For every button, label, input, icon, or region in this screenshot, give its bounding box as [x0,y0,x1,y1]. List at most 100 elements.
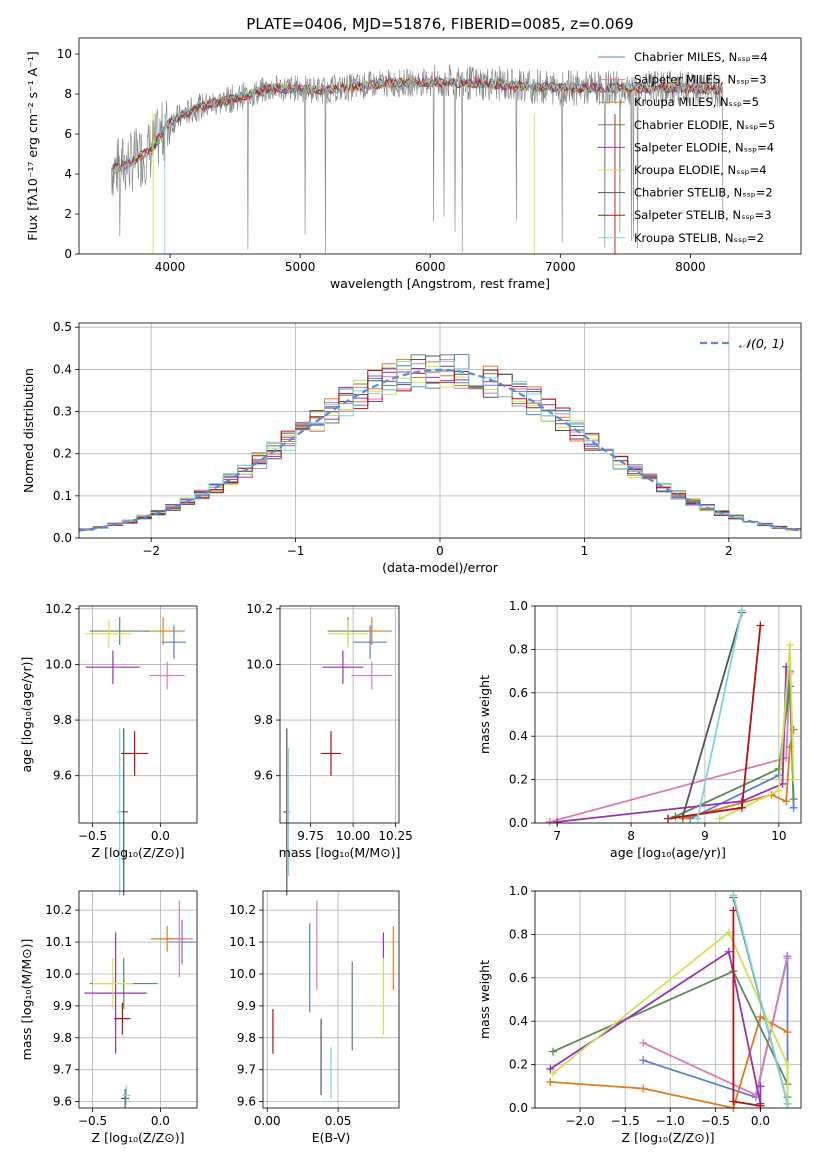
x-axis-label: E(B-V) [312,1130,351,1145]
y-tick-label: 1.0 [509,884,528,898]
x-axis-label: Z [log₁₀(Z/Z⊙)] [92,845,185,860]
weight-marker [693,814,702,823]
y-axis-label: mass [log₁₀(M/M⊙)] [19,939,34,1061]
weight-marker [783,954,792,963]
x-tick-label: 8000 [675,260,706,274]
weight-marker [724,928,733,937]
plot-area [111,63,724,254]
axes-frame [534,890,802,1109]
y-tick-label: 2 [64,207,72,221]
plot-area [263,891,399,1108]
legend-label: Chabrier MILES, Nₛₛₚ=4 [634,50,768,64]
x-tick-label: 0.0 [151,1114,170,1128]
axis-layer: 0.00 0.05 9.6 9.7 9.8 9.9 10.0 10.1 10.2 E(B-V) [229,890,400,1145]
weight-marker [789,775,798,784]
y-tick-label: 1.0 [509,599,528,613]
y-tick-label: 0 [64,247,72,261]
x-tick-label: 10.00 [336,829,370,843]
x-tick-label: −1 [287,544,305,558]
weight-line-4 [557,666,788,823]
y-tick-label: 0.3 [53,405,72,419]
axes-frame [534,605,802,824]
plot-area [79,606,197,896]
legend-label: Kroupa STELIB, Nₛₛₚ=2 [634,231,764,245]
x-tick-label: 7 [553,829,561,843]
panel-age-vs-Z: −0.5 0.0 9.6 9.8 10.0 10.2 Z [log₁₀(Z/Z⊙)] age … [19,602,198,896]
y-tick-label: 10.2 [45,903,72,917]
x-tick-label: −0.5 [78,829,107,843]
y-tick-label: 10.2 [229,903,256,917]
model-spectrum-8 [111,76,722,173]
y-tick-label: 9.8 [237,1031,256,1045]
x-tick-label: 7000 [545,260,576,274]
panel-mass-vs-Z: −0.5 0.0 9.6 9.7 9.8 9.9 10.0 10.1 10.2 Z [log₁₀(… [19,890,198,1145]
axes-frame [78,37,802,255]
weight-line-0 [689,671,795,820]
x-tick-label: −2 [142,544,160,558]
y-tick-label: 9.8 [53,713,72,727]
y-tick-label: 10.0 [229,967,256,981]
plot-area [535,890,801,1112]
weight-marker [756,1012,765,1021]
x-tick-label: 0.05 [325,1114,352,1128]
weight-line-4 [549,950,762,1104]
y-tick-label: 9.6 [254,769,273,783]
y-tick-label: 8 [64,87,72,101]
weight-marker [545,817,554,826]
axis-layer: −0.5 0.0 9.6 9.7 9.8 9.9 10.0 10.1 10.2 Z [log₁₀(… [19,890,198,1145]
y-axis-label: age [log₁₀(age/yr)] [19,657,34,773]
x-tick-label: 6000 [415,260,446,274]
axes-frame [279,605,400,824]
x-tick-label: 0.0 [151,829,170,843]
weight-line-8 [732,895,789,1104]
y-tick-label: 10.1 [229,935,256,949]
y-tick-label: 0.2 [509,773,528,787]
y-tick-label: 0.0 [509,1101,528,1115]
x-tick-label: −2.0 [566,1114,595,1128]
panel-weight-vs-age: 7 8 9 10 0.0 0.2 0.4 0.6 0.8 1.0 age [log₁₀(age/yr… [477,599,802,860]
x-tick-label: 10 [771,829,786,843]
weight-marker [785,641,794,650]
y-tick-label: 9.9 [53,999,72,1013]
plot-area [280,606,399,896]
y-tick-label: 9.9 [237,999,256,1013]
weight-marker [639,1038,648,1047]
axis-layer: 4000 5000 6000 7000 8000 0 2 4 6 8 10 wavelength [A… [25,37,802,291]
y-tick-label: 0.0 [509,816,528,830]
y-tick-label: 10 [57,47,72,61]
x-tick-label: 1 [581,544,589,558]
weight-marker [729,891,738,900]
x-tick-label: 0 [436,544,444,558]
panel-weight-vs-Z: −2.0 −1.5 −1.0 −0.5 0.0 0.0 0.2 0.4 0.6 0.8 1.0 Z [… [477,884,802,1145]
weight-marker [724,947,733,956]
weight-marker [664,814,672,823]
x-tick-label: 10.25 [378,829,412,843]
x-tick-label: 0.00 [254,1114,281,1128]
weight-marker [783,1060,792,1069]
x-axis-label: age [log₁₀(age/yr)] [610,845,726,860]
axis-layer: −2 −1 0 1 2 0.0 0.1 0.2 0.3 0.4 0.5 (data-model)/er… [21,320,802,575]
y-tick-label: 0.6 [509,686,528,700]
y-tick-label: 10.2 [45,602,72,616]
y-tick-label: 9.6 [53,1095,72,1109]
axis-layer: 7 8 9 10 0.0 0.2 0.4 0.6 0.8 1.0 age [log₁₀(age/yr… [477,599,802,860]
weight-marker [549,1069,558,1078]
y-axis-label: Flux [fλ10⁻¹⁷ erg cm⁻² s⁻¹ A⁻¹] [25,51,40,240]
weight-marker [729,906,738,915]
weight-line-5 [719,645,795,820]
y-tick-label: 9.8 [254,713,273,727]
legend-label: Kroupa MILES, Nₛₛₚ=5 [634,95,759,109]
weight-marker [737,803,746,812]
x-tick-label: −0.5 [78,1114,107,1128]
y-tick-label: 4 [64,167,72,181]
weight-marker [546,1077,555,1086]
legend-label: Salpeter ELODIE, Nₛₛₚ=4 [634,140,774,154]
model-spectrum-1 [111,77,722,175]
plot-area [535,605,801,826]
x-tick-label: 0.0 [751,1114,770,1128]
legend-label: Kroupa ELODIE, Nₛₛₚ=4 [634,163,767,177]
x-axis-label: mass [log₁₀(M/M⊙)] [279,845,401,860]
weight-marker [774,764,783,773]
